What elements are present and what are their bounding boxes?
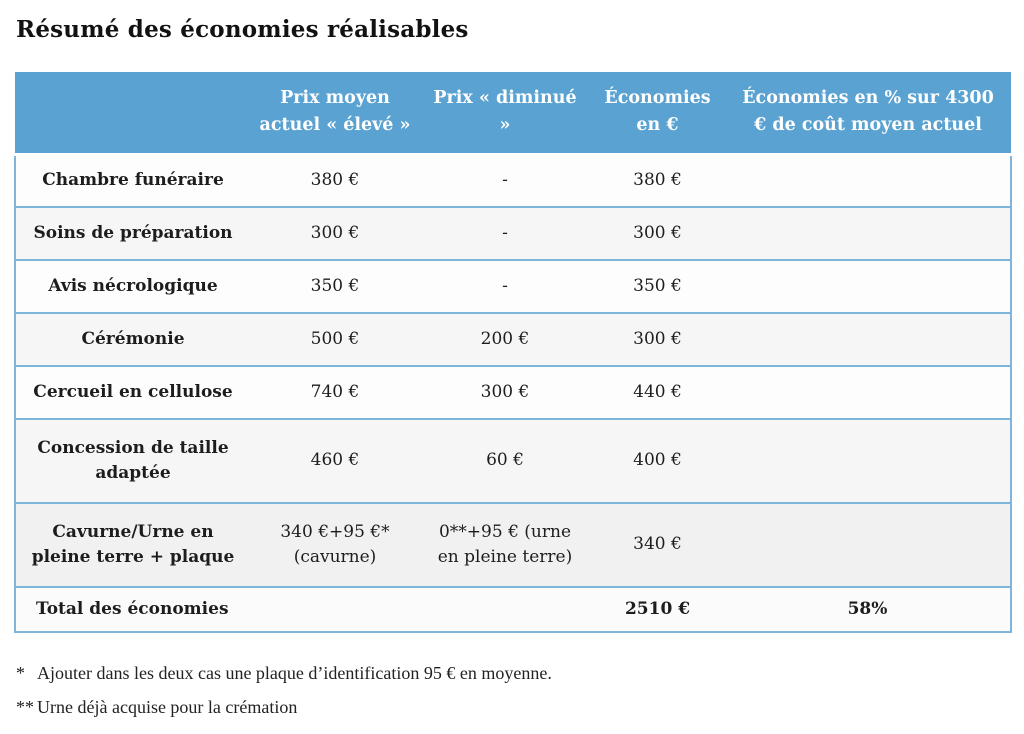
row-label: Soins de préparation [14, 206, 250, 260]
row-label: Chambre funéraire [14, 154, 250, 207]
row-label: Total des économies [14, 586, 250, 633]
cell-prix-diminue: 0**+95 € (urne en pleine terre) [420, 502, 590, 587]
cell-prix-actuel: 340 €+95 €* (cavurne) [250, 502, 420, 587]
table-row-chambre-funeraire: Chambre funéraire 380 € - 380 € [14, 154, 1012, 207]
cell-prix-diminue: - [420, 259, 590, 313]
cell-economies-total: 2510 € [590, 586, 725, 633]
table-row-cavurne-urne: Cavurne/Urne en pleine terre + plaque 34… [14, 502, 1012, 587]
cell-economies: 300 € [590, 206, 725, 260]
table-body: Chambre funéraire 380 € - 380 € Soins de… [14, 154, 1012, 633]
cell-prix-actuel: 300 € [250, 206, 420, 260]
header-cell-label [15, 72, 250, 156]
savings-table: Prix moyen actuel « élevé » Prix « dimin… [14, 72, 1012, 633]
cell-economies: 380 € [590, 154, 725, 207]
row-label: Cérémonie [14, 312, 250, 366]
table-row-cercueil-cellulose: Cercueil en cellulose 740 € 300 € 440 € [14, 365, 1012, 419]
cell-prix-diminue [420, 586, 590, 633]
cell-prix-actuel: 350 € [250, 259, 420, 313]
cell-economies-pct [725, 418, 1012, 503]
header-cell-prix-actuel: Prix moyen actuel « élevé » [250, 72, 420, 156]
cell-prix-diminue: 60 € [420, 418, 590, 503]
cell-prix-diminue: 300 € [420, 365, 590, 419]
cell-prix-diminue: 200 € [420, 312, 590, 366]
cell-economies-pct [725, 312, 1012, 366]
cell-prix-actuel: 500 € [250, 312, 420, 366]
footnotes: * Ajouter dans les deux cas une plaque d’… [16, 656, 1010, 724]
page-title: Résumé des économies réalisables [16, 16, 469, 43]
table-header-row: Prix moyen actuel « élevé » Prix « dimin… [15, 72, 1011, 156]
table-row-concession: Concession de taille adaptée 460 € 60 € … [14, 418, 1012, 503]
footnote-text: Urne déjà acquise pour la crémation [37, 697, 298, 717]
cell-prix-actuel [250, 586, 420, 633]
cell-economies: 400 € [590, 418, 725, 503]
cell-economies-pct-total: 58% [725, 586, 1012, 633]
footnote-plaque-identification: * Ajouter dans les deux cas une plaque d’… [16, 656, 1010, 690]
cell-economies-pct [725, 154, 1012, 207]
table-header: Prix moyen actuel « élevé » Prix « dimin… [15, 72, 1011, 156]
row-label: Cercueil en cellulose [14, 365, 250, 419]
cell-prix-actuel: 380 € [250, 154, 420, 207]
cell-economies-pct [725, 206, 1012, 260]
cell-economies: 440 € [590, 365, 725, 419]
row-label: Avis nécrologique [14, 259, 250, 313]
table-row-total: Total des économies 2510 € 58% [14, 586, 1012, 633]
row-label: Concession de taille adaptée [14, 418, 250, 503]
cell-economies-pct [725, 502, 1012, 587]
header-cell-economies-pct: Économies en % sur 4300 € de coût moyen … [725, 72, 1011, 156]
table-row-ceremonie: Cérémonie 500 € 200 € 300 € [14, 312, 1012, 366]
cell-prix-diminue: - [420, 154, 590, 207]
cell-economies: 300 € [590, 312, 725, 366]
cell-economies: 350 € [590, 259, 725, 313]
footnote-marker: * [16, 663, 25, 683]
cell-economies: 340 € [590, 502, 725, 587]
footnote-text: Ajouter dans les deux cas une plaque d’i… [37, 663, 552, 683]
cell-economies-pct [725, 365, 1012, 419]
header-cell-economies: Économies en € [590, 72, 725, 156]
footnote-urne-acquise: ** Urne déjà acquise pour la crémation [16, 690, 1010, 724]
row-label: Cavurne/Urne en pleine terre + plaque [14, 502, 250, 587]
footnote-marker: ** [16, 697, 34, 717]
cell-prix-actuel: 460 € [250, 418, 420, 503]
cell-prix-actuel: 740 € [250, 365, 420, 419]
table-row-avis-necrologique: Avis nécrologique 350 € - 350 € [14, 259, 1012, 313]
cell-prix-diminue: - [420, 206, 590, 260]
cell-economies-pct [725, 259, 1012, 313]
table-row-soins-preparation: Soins de préparation 300 € - 300 € [14, 206, 1012, 260]
header-cell-prix-diminue: Prix « diminué » [420, 72, 590, 156]
